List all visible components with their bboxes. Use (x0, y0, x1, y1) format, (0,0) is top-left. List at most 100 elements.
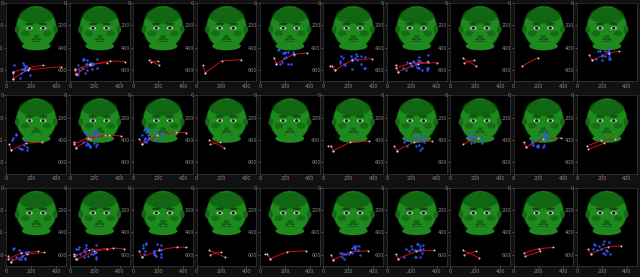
Ellipse shape (401, 123, 410, 129)
Ellipse shape (599, 226, 614, 230)
Ellipse shape (91, 212, 95, 214)
Ellipse shape (205, 26, 210, 33)
Ellipse shape (156, 226, 171, 230)
Ellipse shape (407, 27, 413, 30)
Ellipse shape (589, 100, 625, 116)
Ellipse shape (484, 211, 490, 215)
Point (137, 142, 147, 147)
Point (347, 251, 357, 255)
Ellipse shape (156, 42, 171, 46)
Point (338, 56, 348, 60)
Point (605, 251, 615, 256)
Polygon shape (604, 127, 610, 133)
Ellipse shape (547, 211, 554, 215)
Point (156, 243, 166, 247)
Point (104, 59, 115, 63)
Polygon shape (97, 220, 102, 225)
Ellipse shape (348, 42, 359, 44)
Ellipse shape (232, 212, 235, 214)
Ellipse shape (103, 119, 109, 122)
Ellipse shape (105, 27, 108, 30)
Ellipse shape (78, 118, 83, 126)
Ellipse shape (597, 119, 604, 122)
Ellipse shape (486, 120, 488, 122)
Point (328, 148, 339, 153)
Ellipse shape (536, 134, 551, 138)
Point (140, 249, 150, 253)
Point (414, 54, 424, 59)
Point (77, 58, 88, 62)
Ellipse shape (358, 27, 362, 30)
Point (348, 245, 358, 250)
Ellipse shape (338, 123, 346, 129)
Ellipse shape (92, 120, 94, 122)
Ellipse shape (282, 134, 298, 138)
Point (339, 61, 349, 66)
Ellipse shape (602, 224, 605, 225)
Point (86, 252, 97, 257)
Point (349, 244, 360, 248)
Point (596, 247, 606, 251)
Ellipse shape (345, 27, 348, 30)
Ellipse shape (207, 99, 246, 141)
Point (8, 77, 18, 81)
Point (532, 144, 543, 148)
Point (347, 58, 357, 63)
Ellipse shape (296, 27, 298, 29)
Point (401, 68, 412, 72)
Point (284, 61, 294, 66)
Point (265, 257, 275, 261)
Ellipse shape (28, 119, 31, 122)
Ellipse shape (215, 115, 224, 117)
Ellipse shape (25, 208, 34, 210)
Ellipse shape (284, 227, 296, 229)
Point (283, 50, 293, 55)
Ellipse shape (433, 118, 438, 126)
Ellipse shape (343, 27, 349, 30)
Point (328, 258, 339, 262)
Ellipse shape (346, 134, 361, 138)
Point (102, 60, 112, 65)
Point (156, 255, 166, 260)
Ellipse shape (412, 39, 415, 40)
Ellipse shape (536, 27, 538, 29)
Point (79, 57, 89, 62)
Ellipse shape (420, 119, 427, 122)
Ellipse shape (20, 215, 29, 221)
Ellipse shape (463, 7, 498, 24)
Ellipse shape (526, 100, 561, 116)
Ellipse shape (411, 227, 422, 229)
Point (92, 57, 102, 61)
Point (215, 140, 225, 144)
Ellipse shape (483, 115, 492, 117)
Ellipse shape (19, 192, 54, 208)
Ellipse shape (106, 120, 108, 122)
Point (535, 249, 545, 253)
Ellipse shape (29, 120, 31, 122)
Point (533, 136, 543, 141)
Point (219, 145, 229, 150)
Point (21, 249, 31, 254)
Ellipse shape (599, 27, 601, 29)
Point (326, 144, 336, 148)
Point (91, 133, 101, 138)
Point (216, 250, 226, 254)
Point (90, 131, 100, 136)
Point (423, 60, 433, 64)
Point (401, 60, 412, 64)
Point (355, 244, 365, 248)
Point (586, 252, 596, 256)
Ellipse shape (209, 192, 244, 208)
Point (602, 245, 612, 249)
Ellipse shape (43, 215, 52, 221)
Point (16, 251, 26, 255)
Ellipse shape (349, 39, 351, 40)
Point (401, 138, 411, 143)
Point (540, 142, 550, 147)
Ellipse shape (156, 27, 157, 29)
Ellipse shape (487, 215, 495, 221)
Ellipse shape (346, 120, 348, 122)
Ellipse shape (332, 26, 337, 33)
Ellipse shape (219, 134, 234, 138)
Point (101, 246, 111, 251)
